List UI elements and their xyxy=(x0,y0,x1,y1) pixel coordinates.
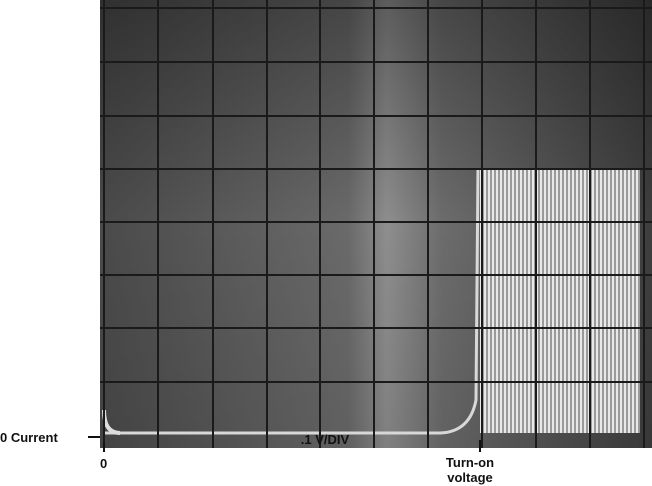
zero-voltage-label: 0 xyxy=(100,456,107,471)
trace-region xyxy=(480,168,640,433)
scale-label: .1 V/DIV xyxy=(301,432,350,447)
screen xyxy=(100,0,652,448)
turn-on-label: voltage xyxy=(447,470,493,485)
turn-on-label: Turn-on xyxy=(446,455,494,470)
graticule xyxy=(100,0,652,448)
trace xyxy=(104,167,480,435)
zero-current-label: 0 Current xyxy=(0,430,58,445)
